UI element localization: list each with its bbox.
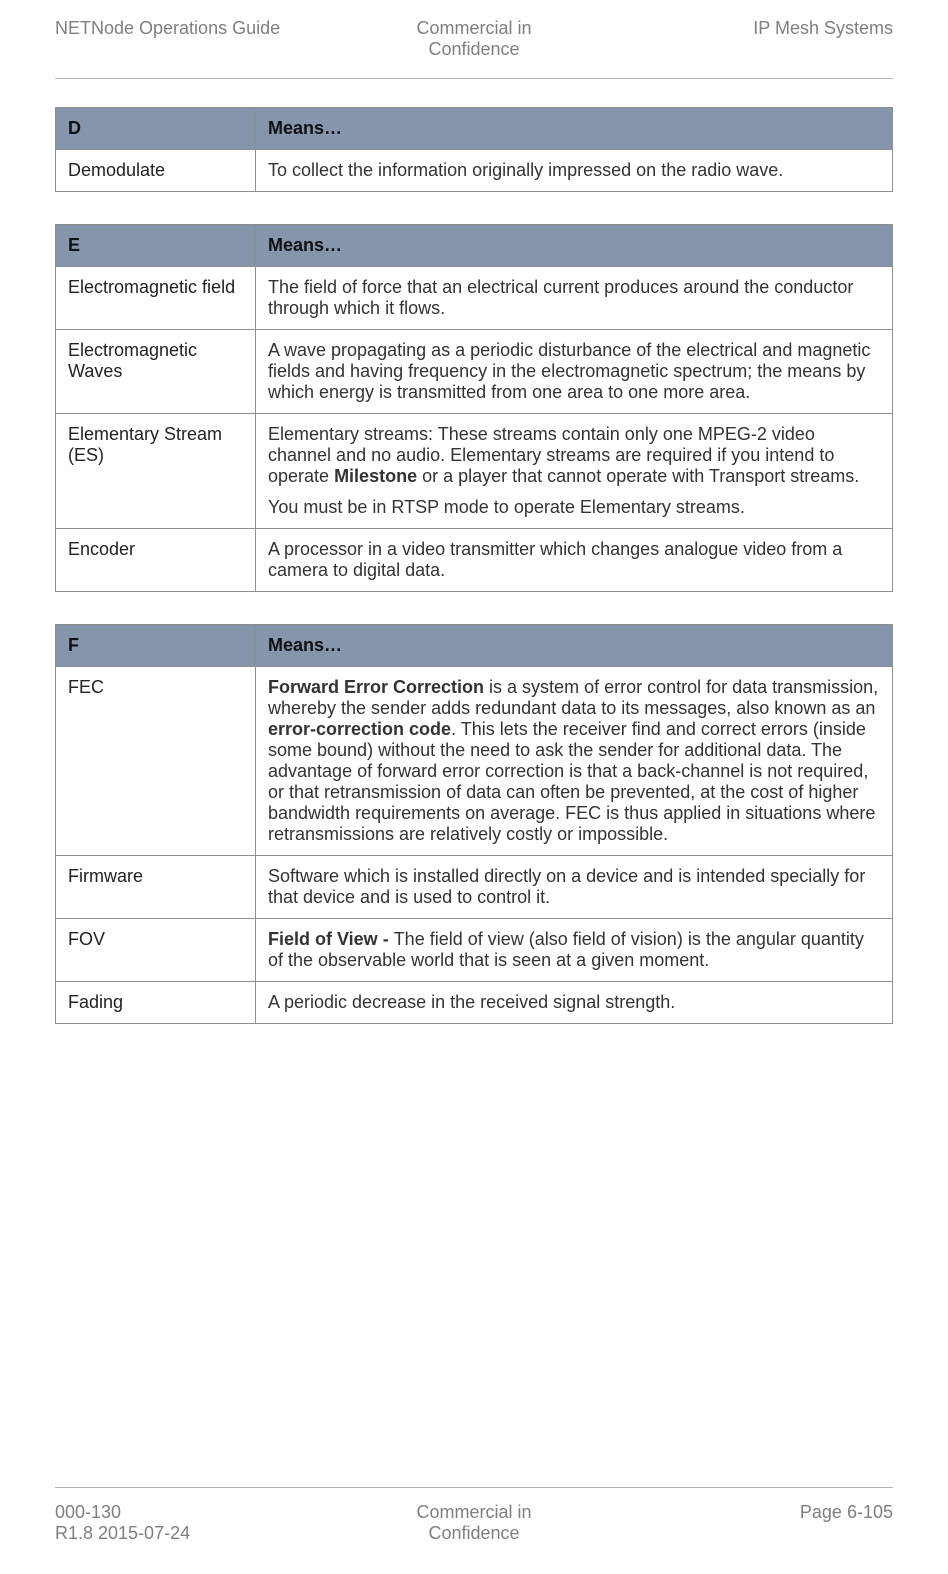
footer-center-line1: Commercial in [416,1502,531,1522]
header-means: Means… [256,225,893,267]
term-cell: Fading [56,982,256,1024]
term-cell: FEC [56,667,256,856]
table-row: FEC Forward Error Correction is a system… [56,667,893,856]
header-right: IP Mesh Systems [614,18,893,39]
table-row: Electromagnetic field The field of force… [56,267,893,330]
definition-cell: Forward Error Correction is a system of … [256,667,893,856]
footer-center: Commercial in Confidence [334,1502,613,1544]
footer-right: Page 6-105 [614,1502,893,1523]
footer-center-line2: Confidence [428,1523,519,1543]
header-left: NETNode Operations Guide [55,18,334,39]
page-content: D Means… Demodulate To collect the infor… [55,79,893,1024]
footer-revision: R1.8 2015-07-24 [55,1523,190,1543]
definition-cell: Field of View - The field of view (also … [256,919,893,982]
def-bold: Field of View - [268,929,394,949]
table-header-row: F Means… [56,625,893,667]
definition-cell: A processor in a video transmitter which… [256,529,893,592]
document-page: NETNode Operations Guide Commercial in C… [0,0,948,1574]
term-cell: Elementary Stream (ES) [56,414,256,529]
header-letter: D [56,108,256,150]
def-text: You must be in RTSP mode to operate Elem… [268,497,880,518]
header-means: Means… [256,108,893,150]
table-row: Electromagnetic Waves A wave propagating… [56,330,893,414]
header-means: Means… [256,625,893,667]
page-footer: 000-130 R1.8 2015-07-24 Commercial in Co… [55,1487,893,1544]
term-cell: Encoder [56,529,256,592]
header-center-line2: Confidence [428,39,519,59]
header-letter: F [56,625,256,667]
term-cell: Demodulate [56,150,256,192]
header-center: Commercial in Confidence [334,18,613,60]
table-row: FOV Field of View - The field of view (a… [56,919,893,982]
def-bold: Forward Error Correction [268,677,484,697]
glossary-table-f: F Means… FEC Forward Error Correction is… [55,624,893,1024]
definition-cell: Elementary streams: These streams contai… [256,414,893,529]
glossary-table-d: D Means… Demodulate To collect the infor… [55,107,893,192]
def-bold: Milestone [334,466,417,486]
table-row: Encoder A processor in a video transmitt… [56,529,893,592]
term-cell: Electromagnetic Waves [56,330,256,414]
table-header-row: E Means… [56,225,893,267]
header-letter: E [56,225,256,267]
table-row: Elementary Stream (ES) Elementary stream… [56,414,893,529]
term-cell: Firmware [56,856,256,919]
def-text: or a player that cannot operate with Tra… [417,466,859,486]
table-row: Demodulate To collect the information or… [56,150,893,192]
header-center-line1: Commercial in [416,18,531,38]
term-cell: Electromagnetic field [56,267,256,330]
definition-cell: Software which is installed directly on … [256,856,893,919]
definition-cell: To collect the information originally im… [256,150,893,192]
footer-left: 000-130 R1.8 2015-07-24 [55,1502,334,1544]
glossary-table-e: E Means… Electromagnetic field The field… [55,224,893,592]
definition-cell: A wave propagating as a periodic disturb… [256,330,893,414]
definition-cell: The field of force that an electrical cu… [256,267,893,330]
term-cell: FOV [56,919,256,982]
table-row: Fading A periodic decrease in the receiv… [56,982,893,1024]
page-header: NETNode Operations Guide Commercial in C… [55,18,893,79]
table-header-row: D Means… [56,108,893,150]
def-bold: error-correction code [268,719,451,739]
definition-cell: A periodic decrease in the received sign… [256,982,893,1024]
table-row: Firmware Software which is installed dir… [56,856,893,919]
footer-docnum: 000-130 [55,1502,121,1522]
